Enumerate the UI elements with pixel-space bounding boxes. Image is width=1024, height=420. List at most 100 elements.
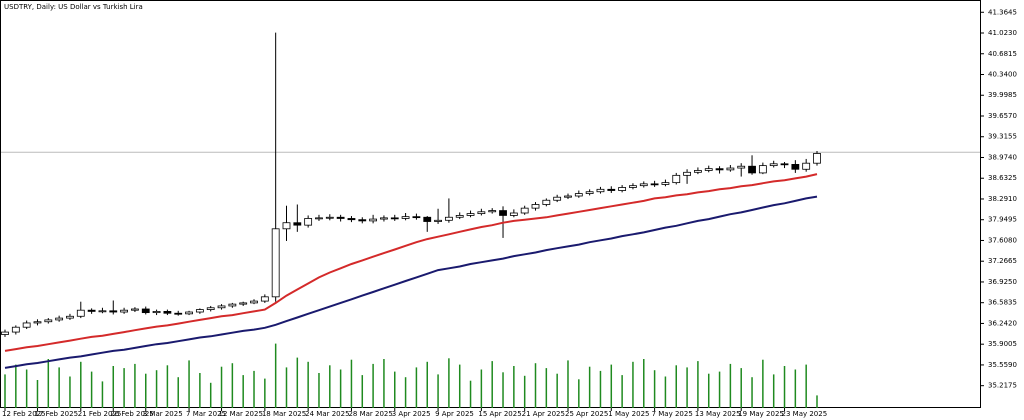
candle-body (250, 300, 258, 304)
y-tick-label: 39.9985 (988, 91, 1017, 99)
candle-body (401, 216, 410, 219)
candle-body (293, 222, 302, 226)
candle-body (661, 182, 670, 185)
y-tick-label: 36.9250 (988, 278, 1017, 286)
candle-body (769, 163, 778, 167)
chart-title: USDTRY, Daily: US Dollar vs Turkish Lira (4, 3, 143, 11)
candle-body (282, 222, 291, 230)
candle-body (304, 218, 313, 226)
candle-body (390, 217, 399, 220)
y-tick-label: 37.6080 (988, 236, 1017, 244)
candle-body (455, 215, 464, 218)
y-tick-label: 36.2420 (988, 319, 1017, 327)
candle-body (271, 228, 280, 298)
y-tick-label: 41.3645 (988, 8, 1017, 16)
candle-body (185, 311, 193, 315)
candle-body (369, 218, 378, 222)
candle-body (44, 319, 53, 323)
x-tick-label: 3 Apr 2025 (392, 410, 431, 418)
x-tick-label: 26 Feb 2025 (110, 410, 154, 418)
candle-body (412, 216, 421, 219)
candle-body (704, 168, 713, 171)
candle-body (694, 170, 702, 173)
x-tick-label: 21 Feb 2025 (78, 410, 122, 418)
candle-body (520, 207, 529, 214)
candle-body (228, 303, 237, 307)
candle-body (11, 326, 20, 333)
candle-body (748, 165, 756, 174)
y-tick-label: 35.5590 (988, 361, 1017, 369)
x-tick-label: 7 May 2025 (652, 410, 693, 418)
candle-body (444, 216, 453, 221)
x-tick-label: 28 Mar 2025 (348, 410, 392, 418)
candle-body (629, 185, 637, 188)
candle-body (163, 311, 172, 314)
candle-body (260, 296, 269, 302)
x-tick-label: 24 Mar 2025 (305, 410, 349, 418)
candle-body (315, 217, 323, 220)
candle-body (499, 210, 507, 216)
candle-body (325, 216, 334, 219)
x-tick-label: 23 May 2025 (782, 410, 828, 418)
candle-body (33, 321, 42, 324)
candle-body (358, 219, 367, 222)
candle-body (347, 218, 356, 221)
y-tick-label: 37.9495 (988, 216, 1017, 224)
y-tick-label: 37.2665 (988, 257, 1017, 265)
candle-body (98, 310, 107, 313)
candle-body (813, 153, 821, 164)
candle-body (239, 302, 248, 305)
y-tick-label: 38.9740 (988, 153, 1017, 161)
candle-body (531, 204, 540, 209)
candle-body (650, 183, 659, 186)
y-tick-label: 40.6815 (988, 50, 1017, 58)
candle-body (423, 216, 432, 222)
y-tick-label: 41.0230 (988, 29, 1017, 37)
x-tick-label: 7 Mar 2025 (186, 410, 226, 418)
candle-body (380, 217, 388, 220)
candle-body (195, 309, 204, 313)
moving-average (4, 195, 818, 369)
candle-body (206, 307, 215, 310)
plot-frame (0, 0, 981, 408)
candle-body (672, 174, 681, 184)
candle-body (434, 219, 442, 222)
x-tick-label: 21 Apr 2025 (522, 410, 565, 418)
candle-body (87, 309, 96, 312)
x-tick-label: 1 May 2025 (608, 410, 649, 418)
candle-body (488, 210, 497, 213)
x-tick-label: 13 May 2025 (695, 410, 741, 418)
candle-body (780, 163, 789, 166)
candle-body (76, 309, 85, 317)
y-tick-label: 35.9005 (988, 340, 1017, 348)
candle-body (1, 331, 9, 335)
x-tick-label: 17 Feb 2025 (34, 410, 78, 418)
candle-body (131, 308, 139, 311)
moving-average (4, 173, 818, 352)
candle-body (618, 187, 627, 191)
y-tick-label: 40.3400 (988, 71, 1017, 79)
candle-body (758, 165, 767, 174)
candle-body (553, 196, 562, 201)
candle-body (574, 193, 583, 197)
candle-body (477, 211, 486, 215)
candle-body (715, 168, 724, 171)
candle-body (791, 164, 800, 170)
candle-body (564, 195, 572, 198)
candle-body (152, 311, 161, 314)
y-tick-label: 38.6325 (988, 174, 1017, 182)
candle-body (737, 165, 746, 169)
y-tick-label: 38.2910 (988, 195, 1017, 203)
candle-body (607, 188, 616, 191)
candle-body (109, 310, 118, 313)
candle-body (466, 213, 475, 216)
candle-body (585, 191, 594, 194)
candle-body (55, 317, 64, 321)
x-tick-label: 3 Mar 2025 (143, 410, 183, 418)
candle-body (639, 183, 648, 187)
x-tick-label: 12 Feb 2025 (2, 410, 46, 418)
x-tick-label: 12 Mar 2025 (219, 410, 263, 418)
x-tick-label: 15 Apr 2025 (478, 410, 521, 418)
candle-body (120, 309, 128, 313)
